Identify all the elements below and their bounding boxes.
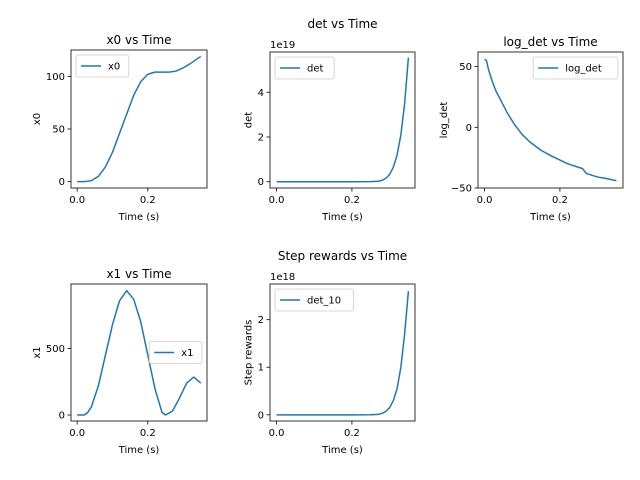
subplot-2: 0.0 0.2 0 2 4 1e19 det vs Time Time (s) det det	[244, 17, 416, 223]
x-tick-label: 0.0	[477, 195, 493, 206]
y-offset-label: 1e18	[270, 272, 295, 283]
series-line-det_10	[276, 291, 410, 416]
legend-label: det	[307, 64, 324, 75]
axes-frame	[269, 51, 416, 189]
x-axis-label: Time (s)	[321, 445, 363, 456]
y-axis-label: x1	[32, 346, 43, 358]
y-tick-label: 50	[459, 62, 472, 73]
subplot-4: 0.0 0.2 0 500 x1 vs Time Time (s) x1 x1	[32, 267, 208, 456]
x-axis-label: Time (s)	[529, 212, 571, 223]
series-line-log_det	[484, 58, 617, 182]
series-line-x1	[77, 289, 202, 416]
y-tick-label: 500	[46, 344, 65, 355]
x-axis-label: Time (s)	[118, 212, 160, 223]
x-tick-label: 0.2	[552, 195, 568, 206]
x-axis-label: Time (s)	[321, 212, 363, 223]
y-tick-label: 100	[46, 72, 65, 83]
y-axis-label: log_det	[439, 102, 450, 139]
x-tick-label: 0.2	[140, 428, 156, 439]
legend: x1	[148, 341, 203, 364]
legend-label: x1	[181, 348, 193, 359]
x-tick-label: 0.0	[69, 428, 85, 439]
y-tick-label: 0	[59, 411, 65, 422]
y-axis-label: Step rewards	[244, 320, 255, 386]
axes-frame	[70, 49, 208, 189]
subplot-1: 0.0 0.2 0 50 100 x0 vs Time Time (s) x0 x0	[32, 33, 208, 223]
y-offset-label: 1e19	[270, 40, 295, 51]
y-tick-label: 0	[466, 123, 472, 134]
series-line-x0	[77, 55, 202, 183]
x-tick-label: 0.0	[269, 428, 285, 439]
legend-box	[274, 56, 335, 80]
subplot-title: x0 vs Time	[106, 33, 171, 47]
legend: det_10	[274, 288, 354, 312]
y-tick-label: 0	[258, 410, 264, 421]
subplot-3: 0.0 0.2 −50 0 50 log_det vs Time Time (s) log_d…	[439, 35, 624, 223]
series-line-det	[276, 57, 410, 183]
y-tick-label: 1	[258, 363, 264, 374]
legend-box	[148, 341, 203, 364]
y-tick-label: 2	[258, 315, 264, 326]
y-tick-label: 0	[59, 177, 65, 188]
x-tick-label: 0.2	[344, 428, 360, 439]
legend-box	[532, 56, 619, 80]
subplot-title: log_det vs Time	[503, 35, 597, 49]
x-tick-label: 0.0	[69, 195, 85, 206]
subplot-title: Step rewards vs Time	[278, 249, 407, 263]
y-tick-label: 2	[258, 133, 264, 144]
legend-label: log_det	[565, 64, 602, 75]
x-tick-label: 0.2	[140, 195, 156, 206]
legend-label: x0	[108, 62, 120, 73]
subplot-title: x1 vs Time	[106, 267, 171, 281]
subplot-5: 0.0 0.2 0 1 2 1e18 Step rewards vs Time Time (s…	[244, 249, 416, 456]
y-axis-label: det	[244, 112, 255, 129]
y-tick-label: 0	[258, 177, 264, 188]
x-tick-label: 0.2	[344, 195, 360, 206]
y-axis-label: x0	[32, 113, 43, 125]
axes-frame	[70, 283, 208, 422]
x-axis-label: Time (s)	[118, 445, 160, 456]
legend: log_det	[532, 56, 619, 80]
y-tick-label: 50	[52, 125, 65, 136]
legend: x0	[75, 54, 130, 78]
y-tick-label: −50	[451, 184, 472, 195]
axes-frame	[477, 51, 624, 189]
y-tick-label: 4	[258, 88, 264, 99]
legend-label: det_10	[307, 296, 341, 307]
subplot-title: det vs Time	[307, 17, 377, 31]
legend: det	[274, 56, 335, 80]
axes-frame	[269, 283, 416, 422]
legend-box	[274, 288, 354, 312]
x-tick-label: 0.0	[269, 195, 285, 206]
legend-box	[75, 54, 130, 78]
